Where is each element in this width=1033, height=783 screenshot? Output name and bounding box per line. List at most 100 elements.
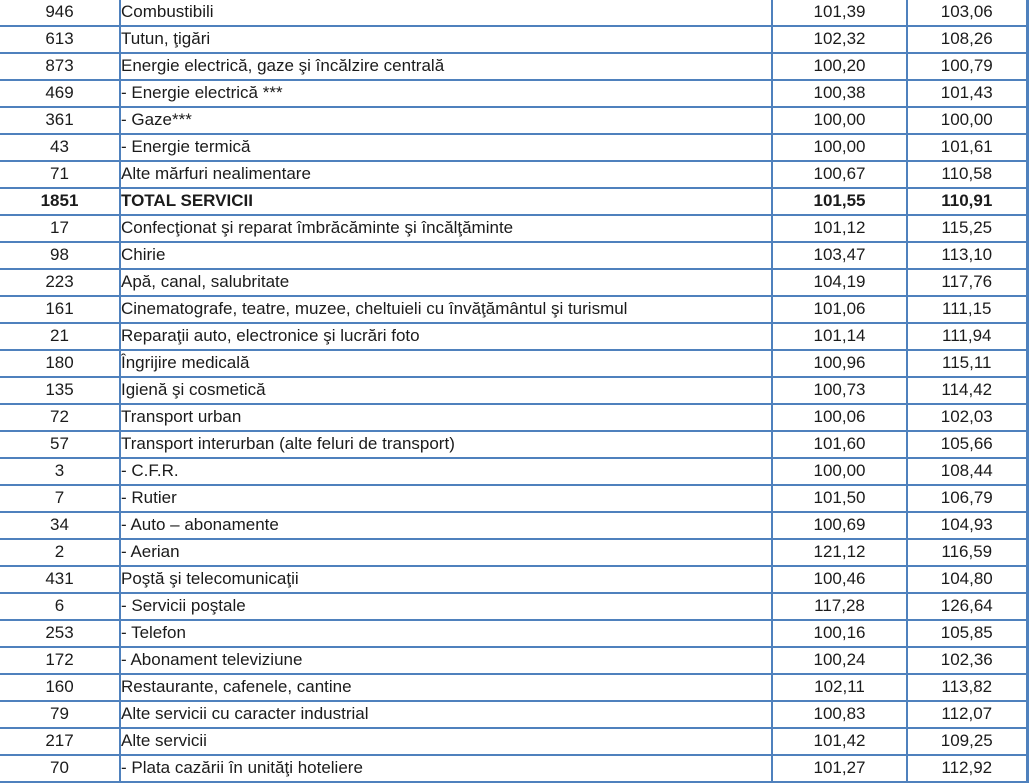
table-row: 135 Igienă şi cosmetică 100,73 114,42 bbox=[0, 377, 1029, 405]
cell-index-cumulative: 110,91 bbox=[907, 188, 1029, 216]
cell-index-cumulative: 103,06 bbox=[907, 0, 1029, 27]
cell-index-cumulative: 100,79 bbox=[907, 53, 1029, 81]
cell-category: Apă, canal, salubritate bbox=[120, 269, 773, 297]
table-row: 180 Îngrijire medicală 100,96 115,11 bbox=[0, 350, 1029, 378]
cell-index-cumulative: 104,93 bbox=[907, 512, 1029, 540]
cell-category: - Telefon bbox=[120, 620, 773, 648]
cell-category: Tutun, ţigări bbox=[120, 26, 773, 54]
cell-weight: 946 bbox=[0, 0, 121, 27]
cell-index-cumulative: 111,15 bbox=[907, 296, 1029, 324]
table-row: 361- Gaze*** 100,00 100,00 bbox=[0, 107, 1029, 135]
cell-index-current: 100,00 bbox=[772, 134, 908, 162]
cell-index-cumulative: 116,59 bbox=[907, 539, 1029, 567]
cell-category: - Abonament televiziune bbox=[120, 647, 773, 675]
cell-category: Confecţionat şi reparat îmbrăcăminte şi … bbox=[120, 215, 773, 243]
cell-index-cumulative: 100,00 bbox=[907, 107, 1029, 135]
cell-category: Igienă şi cosmetică bbox=[120, 377, 773, 405]
cell-index-current: 101,06 bbox=[772, 296, 908, 324]
cell-weight: 7 bbox=[0, 485, 121, 513]
table-row: 217 Alte servicii 101,42 109,25 bbox=[0, 728, 1029, 756]
cell-index-current: 100,96 bbox=[772, 350, 908, 378]
cell-index-current: 100,69 bbox=[772, 512, 908, 540]
cell-weight: 79 bbox=[0, 701, 121, 729]
cell-index-cumulative: 115,25 bbox=[907, 215, 1029, 243]
cell-index-current: 100,06 bbox=[772, 404, 908, 432]
cell-weight: 223 bbox=[0, 269, 121, 297]
cell-category: TOTAL SERVICII bbox=[120, 188, 773, 216]
table-row: 6- Servicii poştale 117,28 126,64 bbox=[0, 593, 1029, 621]
cell-weight: 71 bbox=[0, 161, 121, 189]
cell-weight: 43 bbox=[0, 134, 121, 162]
cell-index-current: 100,38 bbox=[772, 80, 908, 108]
cell-category: Cinematografe, teatre, muzee, cheltuieli… bbox=[120, 296, 773, 324]
cell-category: - C.F.R. bbox=[120, 458, 773, 486]
table-row: 172- Abonament televiziune 100,24 102,36 bbox=[0, 647, 1029, 675]
table-row: 98 Chirie 103,47 113,10 bbox=[0, 242, 1029, 270]
cell-index-cumulative: 112,07 bbox=[907, 701, 1029, 729]
cell-index-cumulative: 108,26 bbox=[907, 26, 1029, 54]
cell-category: Combustibili bbox=[120, 0, 773, 27]
cell-weight: 72 bbox=[0, 404, 121, 432]
cell-index-cumulative: 105,85 bbox=[907, 620, 1029, 648]
cell-index-current: 101,60 bbox=[772, 431, 908, 459]
cell-index-current: 100,83 bbox=[772, 701, 908, 729]
cell-index-current: 102,32 bbox=[772, 26, 908, 54]
cell-index-current: 100,00 bbox=[772, 458, 908, 486]
cell-index-current: 104,19 bbox=[772, 269, 908, 297]
cell-index-current: 100,24 bbox=[772, 647, 908, 675]
cell-weight: 70 bbox=[0, 755, 121, 783]
cell-category: Restaurante, cafenele, cantine bbox=[120, 674, 773, 702]
table-row: 72 Transport urban 100,06 102,03 bbox=[0, 404, 1029, 432]
cell-index-cumulative: 102,03 bbox=[907, 404, 1029, 432]
table-row: 946 Combustibili 101,39 103,06 bbox=[0, 0, 1029, 27]
cell-category: - Plata cazării în unităţi hoteliere bbox=[120, 755, 773, 783]
cell-weight: 172 bbox=[0, 647, 121, 675]
cell-index-cumulative: 109,25 bbox=[907, 728, 1029, 756]
cell-weight: 160 bbox=[0, 674, 121, 702]
cell-category: Energie electrică, gaze şi încălzire cen… bbox=[120, 53, 773, 81]
cell-index-cumulative: 114,42 bbox=[907, 377, 1029, 405]
cell-index-cumulative: 113,82 bbox=[907, 674, 1029, 702]
cell-category: Îngrijire medicală bbox=[120, 350, 773, 378]
cell-index-current: 100,73 bbox=[772, 377, 908, 405]
cell-category: Poştă şi telecomunicaţii bbox=[120, 566, 773, 594]
cell-weight: 6 bbox=[0, 593, 121, 621]
cell-index-cumulative: 113,10 bbox=[907, 242, 1029, 270]
table-row: 71 Alte mărfuri nealimentare 100,67 110,58 bbox=[0, 161, 1029, 189]
cell-weight: 57 bbox=[0, 431, 121, 459]
cell-index-cumulative: 102,36 bbox=[907, 647, 1029, 675]
cell-category: Alte mărfuri nealimentare bbox=[120, 161, 773, 189]
cell-weight: 34 bbox=[0, 512, 121, 540]
table-row: 7- Rutier 101,50 106,79 bbox=[0, 485, 1029, 513]
table-row: 34- Auto – abonamente 100,69 104,93 bbox=[0, 512, 1029, 540]
cell-category: Transport interurban (alte feluri de tra… bbox=[120, 431, 773, 459]
cell-index-current: 102,11 bbox=[772, 674, 908, 702]
table-row: 43- Energie termică 100,00 101,61 bbox=[0, 134, 1029, 162]
cell-category: Transport urban bbox=[120, 404, 773, 432]
table-row: 1851 TOTAL SERVICII 101,55 110,91 bbox=[0, 188, 1029, 216]
table-row: 873 Energie electrică, gaze şi încălzire … bbox=[0, 53, 1029, 81]
table-row: 613 Tutun, ţigări 102,32 108,26 bbox=[0, 26, 1029, 54]
cell-weight: 1851 bbox=[0, 188, 121, 216]
cell-weight: 361 bbox=[0, 107, 121, 135]
table-row: 70- Plata cazării în unităţi hoteliere 10… bbox=[0, 755, 1029, 783]
cell-category: Chirie bbox=[120, 242, 773, 270]
cell-index-cumulative: 106,79 bbox=[907, 485, 1029, 513]
cell-index-current: 100,20 bbox=[772, 53, 908, 81]
cell-weight: 21 bbox=[0, 323, 121, 351]
cell-weight: 180 bbox=[0, 350, 121, 378]
cell-index-cumulative: 115,11 bbox=[907, 350, 1029, 378]
cell-index-current: 121,12 bbox=[772, 539, 908, 567]
cell-index-cumulative: 126,64 bbox=[907, 593, 1029, 621]
cell-category: Alte servicii cu caracter industrial bbox=[120, 701, 773, 729]
cell-category: - Energie termică bbox=[120, 134, 773, 162]
cell-category: - Auto – abonamente bbox=[120, 512, 773, 540]
cell-weight: 253 bbox=[0, 620, 121, 648]
cell-category: Alte servicii bbox=[120, 728, 773, 756]
cell-weight: 469 bbox=[0, 80, 121, 108]
cell-index-cumulative: 104,80 bbox=[907, 566, 1029, 594]
table-row: 17 Confecţionat şi reparat îmbrăcăminte ş… bbox=[0, 215, 1029, 243]
cell-index-current: 101,12 bbox=[772, 215, 908, 243]
